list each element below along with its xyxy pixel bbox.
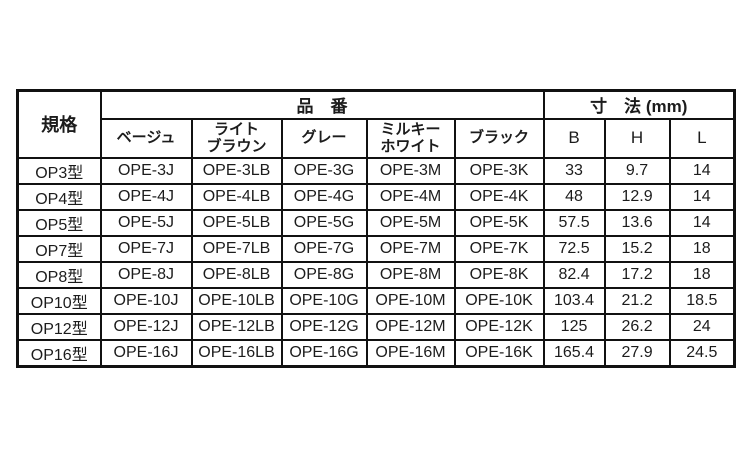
table-row: OP12型 OPE-12J OPE-12LB OPE-12G OPE-12M O…	[16, 312, 736, 341]
cell-dim-h: 21.2	[603, 286, 671, 315]
cell-spec: OP12型	[16, 312, 102, 341]
cell-dim-l: 24.5	[668, 338, 736, 367]
cell-dim-b: 33	[542, 156, 606, 185]
sub-header-row: ベージュ ライト ブラウン グレー ミルキー ホワイト ブラック B H L	[18, 117, 736, 159]
col-header-milky-white: ミルキー ホワイト	[365, 117, 456, 159]
cell-beige: OPE-12J	[99, 312, 193, 341]
cell-dim-h: 9.7	[603, 156, 671, 185]
table-row: OP5型 OPE-5J OPE-5LB OPE-5G OPE-5M OPE-5K…	[16, 208, 736, 237]
cell-dim-l: 14	[668, 156, 736, 185]
cell-light-brown: OPE-7LB	[190, 234, 283, 263]
cell-dim-l: 18	[668, 234, 736, 263]
table-row: OP4型 OPE-4J OPE-4LB OPE-4G OPE-4M OPE-4K…	[16, 182, 736, 211]
cell-dim-l: 14	[668, 208, 736, 237]
cell-dim-l: 24	[668, 312, 736, 341]
cell-spec: OP4型	[16, 182, 102, 211]
col-group-part-number: 品 番	[99, 89, 545, 120]
cell-black: OPE-16K	[453, 338, 545, 367]
cell-dim-b: 48	[542, 182, 606, 211]
col-header-l: L	[668, 117, 736, 159]
col-group-dimensions: 寸 法 (mm)	[542, 89, 736, 120]
cell-gray: OPE-8G	[280, 260, 368, 289]
cell-beige: OPE-5J	[99, 208, 193, 237]
cell-dim-h: 12.9	[603, 182, 671, 211]
table-row: OP7型 OPE-7J OPE-7LB OPE-7G OPE-7M OPE-7K…	[16, 234, 736, 263]
cell-spec: OP16型	[16, 338, 102, 367]
cell-spec: OP5型	[16, 208, 102, 237]
cell-gray: OPE-3G	[280, 156, 368, 185]
product-spec-table: 規格 品 番 寸 法 (mm) ベージュ ライト ブラウン グレー ミルキー ホ…	[16, 89, 737, 368]
col-header-h: H	[603, 117, 671, 159]
cell-spec: OP8型	[16, 260, 102, 289]
col-header-b: B	[542, 117, 606, 159]
cell-dim-b: 103.4	[542, 286, 606, 315]
cell-light-brown: OPE-5LB	[190, 208, 283, 237]
cell-gray: OPE-12G	[280, 312, 368, 341]
cell-light-brown: OPE-4LB	[190, 182, 283, 211]
cell-light-brown: OPE-10LB	[190, 286, 283, 315]
cell-milky-white: OPE-5M	[365, 208, 456, 237]
cell-milky-white: OPE-7M	[365, 234, 456, 263]
cell-gray: OPE-4G	[280, 182, 368, 211]
cell-milky-white: OPE-12M	[365, 312, 456, 341]
cell-dim-l: 18.5	[668, 286, 736, 315]
cell-dim-h: 17.2	[603, 260, 671, 289]
cell-beige: OPE-16J	[99, 338, 193, 367]
cell-dim-h: 15.2	[603, 234, 671, 263]
col-header-light-brown: ライト ブラウン	[190, 117, 283, 159]
table-row: OP16型 OPE-16J OPE-16LB OPE-16G OPE-16M O…	[16, 338, 736, 367]
cell-gray: OPE-16G	[280, 338, 368, 367]
cell-light-brown: OPE-8LB	[190, 260, 283, 289]
group-header-row: 規格 品 番 寸 法 (mm)	[16, 89, 736, 159]
cell-beige: OPE-8J	[99, 260, 193, 289]
cell-milky-white: OPE-16M	[365, 338, 456, 367]
cell-black: OPE-7K	[453, 234, 545, 263]
col-header-black: ブラック	[453, 117, 545, 159]
cell-dim-b: 165.4	[542, 338, 606, 367]
cell-beige: OPE-3J	[99, 156, 193, 185]
cell-dim-b: 82.4	[542, 260, 606, 289]
cell-dim-l: 14	[668, 182, 736, 211]
cell-beige: OPE-4J	[99, 182, 193, 211]
cell-dim-l: 18	[668, 260, 736, 289]
cell-light-brown: OPE-12LB	[190, 312, 283, 341]
cell-black: OPE-10K	[453, 286, 545, 315]
cell-black: OPE-5K	[453, 208, 545, 237]
cell-milky-white: OPE-3M	[365, 156, 456, 185]
cell-dim-b: 72.5	[542, 234, 606, 263]
cell-beige: OPE-10J	[99, 286, 193, 315]
table-row: OP3型 OPE-3J OPE-3LB OPE-3G OPE-3M OPE-3K…	[16, 156, 736, 185]
cell-dim-b: 125	[542, 312, 606, 341]
cell-black: OPE-4K	[453, 182, 545, 211]
cell-spec: OP7型	[16, 234, 102, 263]
cell-black: OPE-8K	[453, 260, 545, 289]
cell-gray: OPE-7G	[280, 234, 368, 263]
cell-gray: OPE-5G	[280, 208, 368, 237]
cell-black: OPE-12K	[453, 312, 545, 341]
cell-milky-white: OPE-8M	[365, 260, 456, 289]
cell-light-brown: OPE-3LB	[190, 156, 283, 185]
cell-black: OPE-3K	[453, 156, 545, 185]
table-row: OP8型 OPE-8J OPE-8LB OPE-8G OPE-8M OPE-8K…	[16, 260, 736, 289]
table-row: OP10型 OPE-10J OPE-10LB OPE-10G OPE-10M O…	[16, 286, 736, 315]
cell-spec: OP3型	[16, 156, 102, 185]
cell-beige: OPE-7J	[99, 234, 193, 263]
cell-dim-b: 57.5	[542, 208, 606, 237]
cell-milky-white: OPE-4M	[365, 182, 456, 211]
cell-gray: OPE-10G	[280, 286, 368, 315]
cell-milky-white: OPE-10M	[365, 286, 456, 315]
cell-dim-h: 26.2	[603, 312, 671, 341]
cell-light-brown: OPE-16LB	[190, 338, 283, 367]
col-header-spec: 規格	[16, 89, 102, 159]
cell-dim-h: 13.6	[603, 208, 671, 237]
col-header-beige: ベージュ	[99, 117, 193, 159]
cell-spec: OP10型	[16, 286, 102, 315]
col-header-gray: グレー	[280, 117, 368, 159]
cell-dim-h: 27.9	[603, 338, 671, 367]
